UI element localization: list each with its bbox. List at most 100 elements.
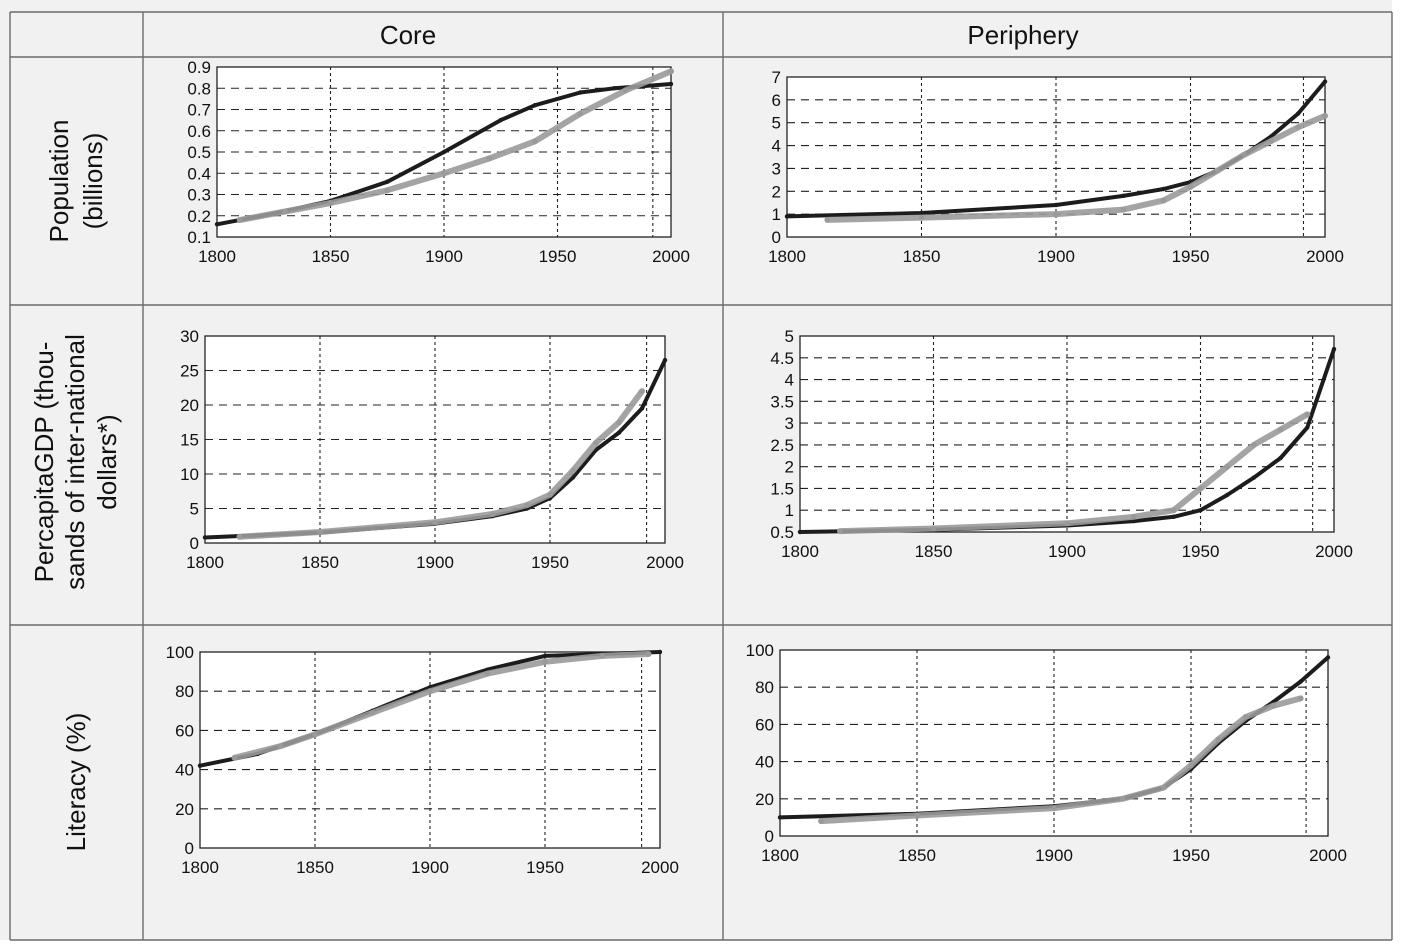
periphery-literacy-simulated-data-point	[1160, 784, 1167, 791]
core-gdp-simulated-data-point	[570, 467, 576, 474]
periphery-literacy-x-tick-label: 1900	[1035, 846, 1073, 865]
core-gdp-y-tick-label: 10	[180, 465, 199, 484]
periphery-population-y-tick-label: 3	[772, 159, 781, 178]
core-gdp-y-tick-label: 0	[190, 534, 199, 553]
core-population-simulated-data-point	[577, 110, 583, 117]
periphery-population-actual-data-point	[919, 210, 924, 216]
periphery-literacy-actual-data-point	[1298, 679, 1303, 684]
core-population-x-tick-label: 1900	[425, 247, 463, 266]
periphery-gdp-y-tick-label: 0.5	[770, 523, 794, 542]
column-header-periphery: Periphery	[967, 20, 1078, 50]
periphery-population-simulated-data-point	[918, 214, 925, 221]
periphery-gdp-simulated-data-point	[1197, 485, 1204, 492]
core-population-simulated-data-point	[282, 208, 288, 215]
periphery-literacy-x-tick-label: 1950	[1172, 846, 1210, 865]
core-population-simulated-data-point	[668, 68, 674, 75]
core-gdp-x-tick-label: 1850	[301, 553, 339, 572]
core-gdp-actual-data-point	[616, 430, 622, 435]
periphery-gdp-x-tick-label: 1850	[915, 542, 953, 561]
row-label-population: Population (billions)	[44, 120, 108, 243]
core-literacy-y-tick-label: 20	[175, 800, 194, 819]
row-label-gdp: PercapitaGDP (thou- sands of inter-natio…	[29, 334, 122, 590]
periphery-literacy-y-tick-label: 0	[765, 827, 774, 846]
chart-periphery-literacy: 0 20 40 60 80 100 1800 1850 1900 1950 2000	[746, 641, 1347, 865]
core-population-actual-data-point	[578, 90, 583, 95]
core-population-x-tick-label: 2000	[652, 247, 690, 266]
periphery-gdp-simulated-data-point	[1064, 520, 1070, 527]
core-population-actual-data-point	[441, 149, 447, 155]
periphery-literacy-simulated-data-point	[1297, 695, 1304, 702]
periphery-population-simulated-data-point	[1322, 113, 1328, 119]
chart-periphery-population: 0 1 2 3 4 5 6 7 1800 1850 1900 1950 2000	[768, 68, 1344, 266]
periphery-population-actual-data-point	[784, 214, 790, 219]
core-gdp-simulated-series-line	[236, 388, 645, 540]
core-literacy-simulated-data-point	[369, 709, 376, 716]
core-literacy-y-tick-label: 40	[175, 761, 194, 780]
periphery-gdp-actual-data-point	[1198, 508, 1203, 513]
periphery-gdp-y-tick-label: 4	[785, 371, 794, 390]
core-population-actual-data-point	[385, 179, 390, 184]
row-label-population-line-2: (billions)	[78, 133, 108, 230]
periphery-literacy-actual-data-point	[777, 815, 783, 820]
periphery-population-actual-data-point	[1322, 79, 1328, 84]
periphery-population-actual-data-point	[1295, 111, 1301, 116]
periphery-gdp-actual-data-point	[1171, 514, 1177, 519]
core-gdp-simulated-data-point	[593, 440, 599, 446]
table-rules	[9, 11, 1393, 941]
periphery-literacy-simulated-data-point	[1243, 714, 1249, 720]
periphery-population-actual-data-point	[1053, 202, 1059, 208]
core-population-y-tick-label: 0.5	[187, 143, 211, 162]
core-population-actual-data-point	[532, 103, 537, 108]
periphery-gdp-simulated-data-point	[1130, 513, 1137, 520]
row-label-column-background	[0, 57, 143, 940]
row-label-population-line-1: Population	[44, 120, 74, 243]
core-gdp-x-tick-label: 1900	[416, 553, 454, 572]
periphery-population-x-tick-label: 1850	[903, 247, 941, 266]
core-literacy-simulated-data-point	[542, 659, 548, 665]
periphery-literacy-simulated-series-line	[818, 695, 1304, 825]
periphery-literacy-simulated-data-point	[1119, 796, 1126, 802]
core-population-y-tick-label: 0.8	[187, 79, 211, 98]
periphery-literacy-simulated-data-point	[1188, 762, 1194, 769]
core-gdp-y-tick-label: 20	[180, 396, 199, 415]
core-population-simulated-data-point	[384, 187, 391, 194]
core-literacy-x-tick-label: 1800	[181, 858, 219, 877]
core-gdp-x-tick-label: 1800	[186, 553, 224, 572]
periphery-population-x-tick-label: 1900	[1037, 247, 1075, 266]
chart-core-literacy: 0 20 40 60 80 100 1800 1850 1900 1950 2000	[166, 643, 679, 877]
periphery-literacy-simulated-data-point	[818, 818, 824, 824]
periphery-gdp-actual-data-point	[1225, 492, 1230, 498]
core-gdp-simulated-data-point	[432, 519, 438, 526]
periphery-gdp-simulated-data-point	[1277, 426, 1284, 433]
core-literacy-simulated-data-point	[277, 743, 284, 749]
periphery-gdp-actual-data-point	[1251, 475, 1257, 480]
core-gdp-y-tick-label: 15	[180, 431, 199, 450]
core-population-simulated-data-point	[486, 155, 493, 162]
periphery-literacy-simulated-data-point	[1270, 703, 1276, 709]
periphery-population-y-tick-label: 1	[772, 205, 781, 224]
core-literacy-y-tick-label: 80	[175, 682, 194, 701]
periphery-population-y-tick-label: 2	[772, 182, 781, 201]
core-literacy-y-tick-label: 0	[185, 839, 194, 858]
periphery-gdp-y-tick-label: 1.5	[770, 479, 794, 498]
core-literacy-x-tick-label: 2000	[641, 858, 679, 877]
periphery-population-y-tick-label: 7	[772, 68, 781, 87]
periphery-gdp-actual-data-point	[1305, 425, 1310, 430]
core-gdp-simulated-data-point	[616, 419, 622, 426]
core-gdp-actual-data-point	[639, 406, 645, 411]
core-gdp-x-tick-label: 2000	[646, 553, 684, 572]
periphery-population-simulated-data-point	[1053, 211, 1059, 217]
periphery-population-actual-data-point	[1161, 186, 1166, 192]
periphery-gdp-actual-data-point	[1278, 455, 1283, 461]
core-population-actual-data-point	[612, 86, 617, 91]
row-label-gdp-line-3: dollars*)	[92, 414, 122, 509]
row-label-literacy: Literacy (%)	[61, 713, 91, 852]
periphery-population-y-tick-label: 5	[772, 114, 781, 133]
periphery-gdp-actual-data-point	[1331, 346, 1337, 352]
core-population-simulated-series-line	[236, 68, 674, 223]
core-gdp-y-tick-label: 5	[190, 500, 199, 519]
core-literacy-y-tick-label: 100	[166, 643, 194, 662]
periphery-gdp-actual-data-point	[797, 529, 803, 535]
core-literacy-x-tick-label: 1900	[411, 858, 449, 877]
